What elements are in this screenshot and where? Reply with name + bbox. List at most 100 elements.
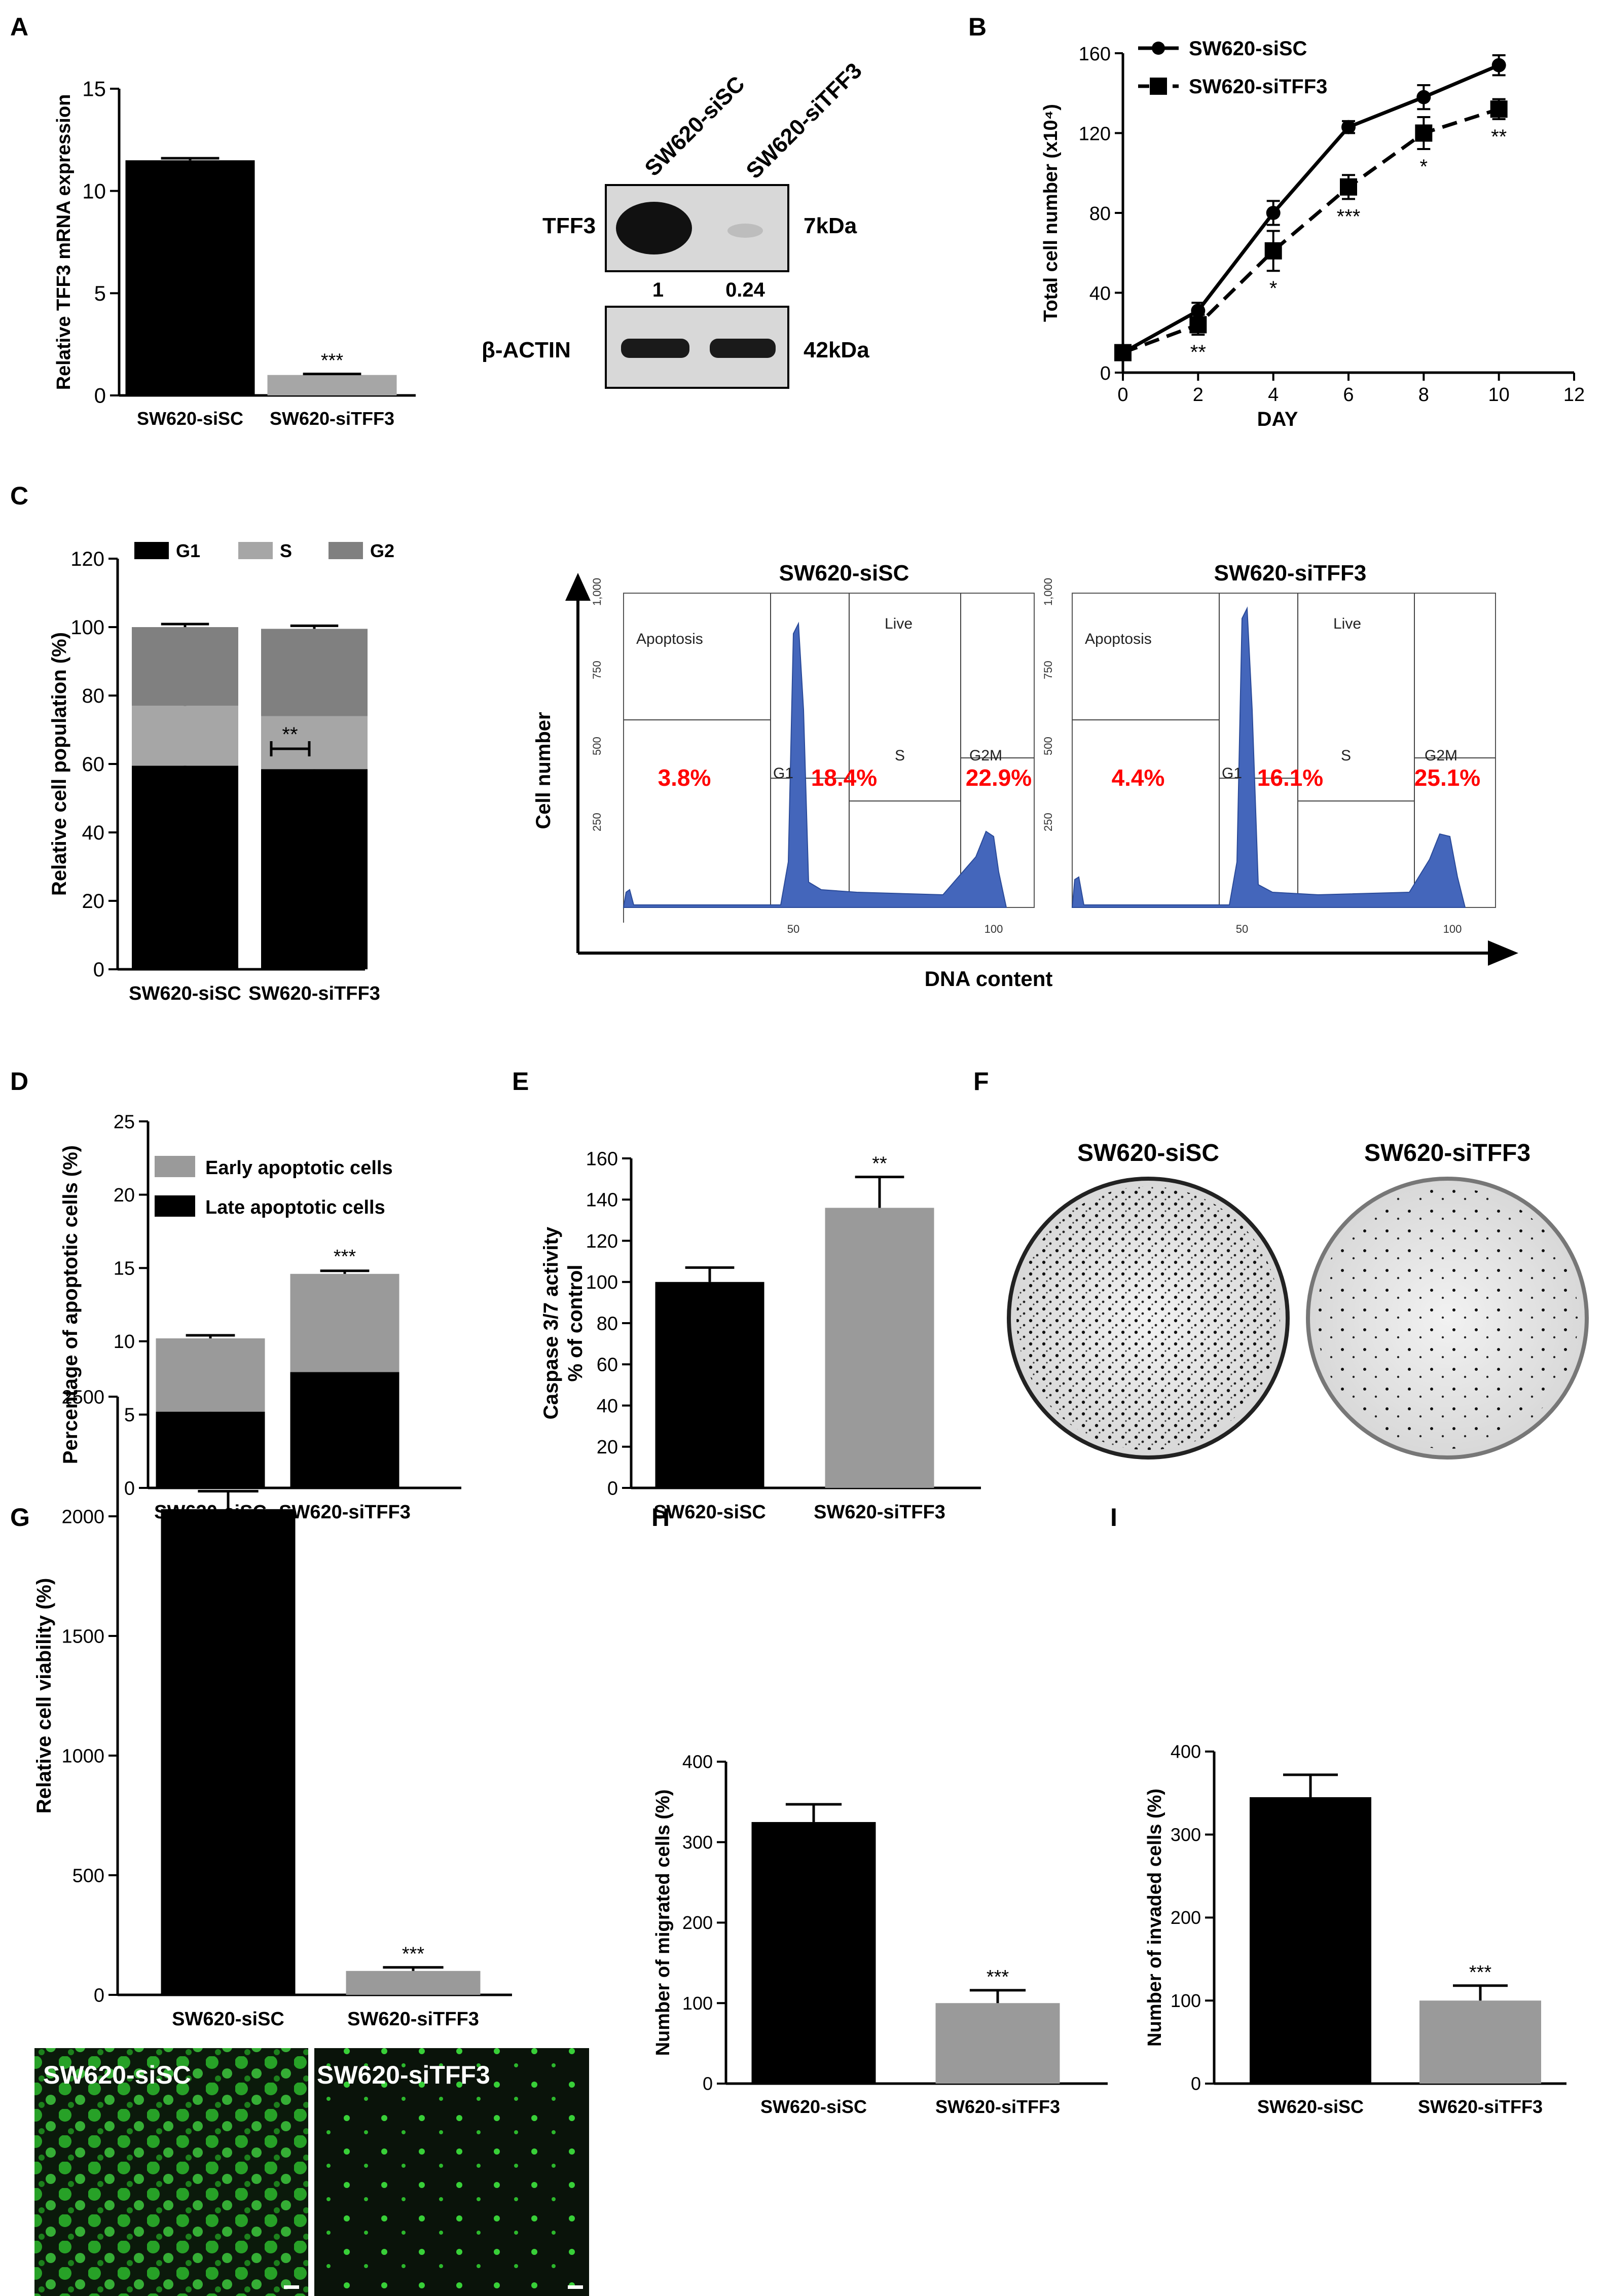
bar-segment xyxy=(261,629,368,716)
micrograph-label: SW620-siSC xyxy=(43,2061,191,2089)
legend-marker xyxy=(1152,42,1165,55)
flow-percent: 22.9% xyxy=(966,764,1032,791)
panel-label-i: I xyxy=(1110,1503,1117,1532)
blot-lane-label: SW620-siTFF3 xyxy=(741,58,866,184)
blot-quant: 1 xyxy=(652,279,664,301)
x-category-label: SW620-siTFF3 xyxy=(279,1502,411,1523)
flow-histogram xyxy=(623,622,1007,908)
panel-label-b: B xyxy=(968,13,987,41)
flow-gate-label: G2M xyxy=(1425,747,1457,764)
y-tick-label: 20 xyxy=(597,1437,618,1458)
blot-lane-label: SW620-siSC xyxy=(640,71,749,181)
data-point xyxy=(1189,316,1207,334)
x-category-label: SW620-siSC xyxy=(137,408,243,429)
significance-label: *** xyxy=(1337,205,1361,228)
flow-percent: 18.4% xyxy=(811,764,877,791)
blot-protein-label: β-ACTIN xyxy=(482,338,571,362)
y-axis-label: Relative cell population (%) xyxy=(48,632,70,896)
flow-gate-label: Apoptosis xyxy=(636,631,703,647)
blot-quant: 0.24 xyxy=(725,279,765,301)
data-point xyxy=(1415,124,1433,142)
y-tick-label: 40 xyxy=(1089,283,1111,305)
flow-plot-siTFF3: SW620-siTFF3 250 500 750 1,000 Apoptosis… xyxy=(1042,561,1496,935)
significance-label: *** xyxy=(1469,1962,1492,1983)
x-tick-label: 10 xyxy=(1488,384,1510,406)
bar-segment xyxy=(290,1273,399,1372)
flow-tick: 500 xyxy=(1042,737,1054,755)
significance-label: ** xyxy=(1190,341,1206,363)
data-point xyxy=(1490,100,1508,118)
y-tick-label: 500 xyxy=(72,1865,104,1886)
y-axis-label: Percentage of apoptotic cells (%) xyxy=(59,1145,82,1464)
flow-gate-label: G2M xyxy=(969,747,1002,764)
y-tick-label: 0 xyxy=(703,2073,713,2094)
significance-label: *** xyxy=(987,1966,1009,1988)
panel-labels: A B C D E F G H I xyxy=(10,13,1117,1532)
y-tick-label: 100 xyxy=(586,1272,618,1293)
y-tick-label: 15 xyxy=(82,77,106,101)
bar xyxy=(161,1509,296,1995)
legend-label: G2 xyxy=(370,540,394,561)
significance-label: ** xyxy=(872,1153,887,1175)
arrow-up-icon xyxy=(565,573,591,601)
significance-bracket: ** xyxy=(270,723,311,756)
flow-percent: 4.4% xyxy=(1112,764,1165,791)
y-tick-label: 20 xyxy=(114,1185,135,1206)
flow-tick: 50 xyxy=(787,923,799,935)
y-tick-label: 80 xyxy=(1089,203,1111,225)
legend-label: SW620-siSC xyxy=(1189,38,1307,60)
legend-swatch xyxy=(155,1156,195,1177)
legend-swatch xyxy=(329,542,363,559)
x-category-label: SW620-siSC xyxy=(1257,2096,1364,2117)
y-tick-label: 25 xyxy=(114,1111,135,1133)
y-tick-label: 0 xyxy=(607,1478,618,1499)
colony-plates: SW620-siSC SW620-siTFF3 xyxy=(1007,1140,1589,1460)
bar xyxy=(346,1971,481,1995)
panel-label-h: H xyxy=(651,1503,670,1532)
data-point xyxy=(1341,120,1356,134)
chart-e-caspase: 0 20 40 60 80 100 120 140 160 SW620-siSC SW620-siT… xyxy=(540,1148,981,1523)
bar xyxy=(825,1208,934,1488)
y-tick-label: 0 xyxy=(1191,2073,1201,2094)
y-axis-label: Number of migrated cells (%) xyxy=(652,1790,674,2056)
flow-gate-label: G1 xyxy=(773,765,793,782)
flow-percent: 25.1% xyxy=(1414,764,1480,791)
blot-size-label: 7kDa xyxy=(804,213,857,238)
y-tick-label: 40 xyxy=(597,1396,618,1417)
blot-band xyxy=(710,339,776,358)
flow-gate-label: Live xyxy=(885,615,913,632)
flow-tick: 250 xyxy=(1042,813,1054,831)
bar-segment xyxy=(156,1411,265,1488)
blot-protein-label: TFF3 xyxy=(542,213,596,238)
flow-percent: 16.1% xyxy=(1257,764,1323,791)
blot-size-label: 42kDa xyxy=(804,338,869,362)
flow-plot-title: SW620-siSC xyxy=(779,561,909,586)
bar-segment xyxy=(132,706,238,766)
y-tick-label: 10 xyxy=(114,1331,135,1353)
flow-histogram xyxy=(1071,606,1466,908)
y-tick-label: 200 xyxy=(682,1912,713,1933)
x-tick-label: 6 xyxy=(1343,384,1354,406)
x-category-label: SW620-siTFF3 xyxy=(347,2009,479,2030)
x-axis-label: DAY xyxy=(1257,408,1298,430)
bar xyxy=(267,375,397,395)
colony-plate xyxy=(1317,1187,1578,1449)
flow-gate-label: Live xyxy=(1333,615,1361,632)
flow-x-label: DNA content xyxy=(925,967,1053,991)
plate-title: SW620-siTFF3 xyxy=(1364,1140,1530,1167)
legend-label: Late apoptotic cells xyxy=(205,1197,385,1218)
flow-gate-label: S xyxy=(1341,747,1351,764)
y-tick-label: 60 xyxy=(82,753,105,776)
flow-tick: 1,000 xyxy=(1042,578,1054,606)
flow-tick: 100 xyxy=(985,923,1003,935)
y-tick-label: 20 xyxy=(82,890,105,913)
x-category-label: SW620-siSC xyxy=(172,2009,284,2030)
data-point xyxy=(1114,344,1132,361)
chart-g-viability: 0 500 1000 1500 2000 2500 SW620-siSC SW620-siTF… xyxy=(33,1387,512,2030)
legend-label: SW620-siTFF3 xyxy=(1189,76,1327,98)
bar xyxy=(935,2003,1060,2084)
flow-gate-label: S xyxy=(895,747,905,764)
panel-label-e: E xyxy=(512,1067,529,1096)
scale-bar xyxy=(568,2285,583,2289)
